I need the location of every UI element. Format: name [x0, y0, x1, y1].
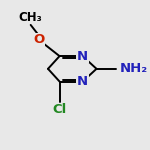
- Text: Cl: Cl: [52, 103, 67, 116]
- Text: CH₃: CH₃: [19, 11, 43, 24]
- Text: O: O: [33, 33, 44, 46]
- Text: NH₂: NH₂: [120, 62, 148, 75]
- Text: N: N: [77, 50, 88, 63]
- Text: N: N: [77, 75, 88, 88]
